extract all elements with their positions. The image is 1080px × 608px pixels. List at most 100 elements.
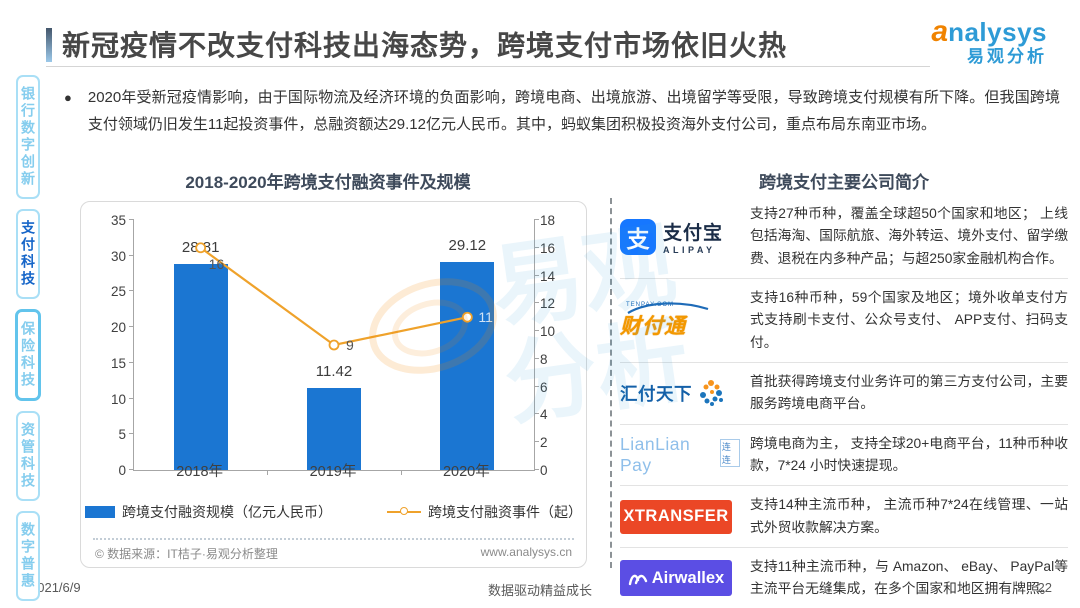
bar-value-label: 11.42 (315, 363, 353, 381)
tenpay-logo-group: TENPAY.COM 财付通 (620, 302, 709, 340)
company-row-tenpay: TENPAY.COM 财付通 支持16种币种，59个国家及地区；境外收单支付方式支持… (620, 279, 1068, 364)
right-axis-tick: 2 (540, 435, 548, 451)
sidebar-item-asset-mgmt-tech[interactable]: 资管科技 (16, 411, 40, 501)
sidebar-item-insurance-tech[interactable]: 保险科技 (15, 309, 41, 401)
analysys-logo-subtext: 易观分析 (967, 46, 1047, 66)
huifu-pinwheel-icon (700, 380, 723, 407)
vertical-dashed-divider (610, 198, 612, 568)
right-axis-tick: 12 (540, 296, 556, 312)
line-value-label: 16 (208, 255, 225, 272)
alipay-logo: 支支付宝 ALIPAY (620, 218, 740, 255)
line-swatch-icon (387, 507, 421, 515)
header-divider (46, 66, 930, 67)
tenpay-name: 财付通 (620, 314, 686, 338)
right-axis-tick-mark (534, 385, 539, 387)
xtransfer-logo-group: XTRANSFER (620, 499, 732, 534)
x-axis-label: 2018年 (176, 464, 224, 480)
right-axis-tick: 18 (540, 213, 556, 228)
analysys-logo-text: nalysys (948, 17, 1047, 47)
company-desc-airwallex: 支持11种主流币种，与 Amazon、 eBay、 PayPal等主流平台无缝集… (750, 559, 1068, 597)
footer-page-number: 22 (1037, 580, 1052, 595)
xtransfer-logo: XTRANSFER (620, 499, 740, 534)
analysys-logo: analysys 易观分析 (931, 16, 1047, 65)
chart-source-text: © 数据来源：IT桔子·易观分析整理 (95, 547, 278, 561)
footer-slogan: 数据驱动精益成长 (487, 583, 592, 598)
company-row-airwallex: Airwallex 支持11种主流币种，与 Amazon、 eBay、 PayPa… (620, 548, 1068, 608)
left-axis-tick-mark (129, 326, 134, 328)
alipay-name: 支付宝 (663, 223, 724, 245)
companies-section: 跨境支付主要公司简介 支支付宝 ALIPAY 支持27种币种，覆盖全球超50个国家和… (620, 166, 1068, 597)
left-axis-tick: 20 (110, 320, 126, 336)
right-axis-tick: 14 (540, 268, 556, 284)
tenpay-swoosh-icon (627, 301, 709, 314)
events-line-series (195, 242, 473, 351)
footer: 2021/6/9 数据驱动精益成长 22 (0, 580, 1080, 600)
alipay-logo-group: 支支付宝 ALIPAY (620, 218, 723, 255)
companies-table: 支支付宝 ALIPAY 支持27种币种，覆盖全球超50个国家和地区； 上线包括海淘、… (620, 195, 1068, 608)
left-axis-tick: 15 (110, 355, 126, 371)
company-desc-tenpay: 支持16种币种，59个国家及地区；境外收单支付方式支持刷卡支付、公众号支付、 A… (750, 290, 1068, 350)
company-row-alipay: 支支付宝 ALIPAY 支持27种币种，覆盖全球超50个国家和地区； 上线包括海淘、… (620, 195, 1068, 280)
right-axis-tick-mark (534, 413, 539, 415)
right-axis-tick: 4 (540, 407, 548, 423)
chart-card: 0510152025303502468101214161828.8111.422… (80, 201, 587, 568)
company-desc-xtransfer: 支持14种主流币种， 主流币种7*24在线管理、一站式外贸收款解决方案。 (750, 497, 1068, 535)
bar-2020年 (440, 262, 495, 470)
bar-value-label: 29.12 (448, 237, 487, 254)
alipay-subname: ALIPAY (663, 245, 716, 256)
chart-source-row: © 数据来源：IT桔子·易观分析整理 www.analysys.cn (95, 545, 572, 562)
right-axis-tick-mark (534, 246, 539, 248)
left-axis-tick-mark (129, 254, 134, 256)
left-axis-tick: 5 (118, 427, 126, 443)
right-axis-tick-mark (534, 357, 539, 359)
sidebar-item-payment-tech[interactable]: 支付科技 (16, 209, 40, 299)
sidebar: 银行数字创新支付科技保险科技资管科技数字普惠 (10, 75, 46, 601)
right-axis-tick-mark (534, 302, 539, 304)
left-axis-tick: 30 (110, 248, 126, 264)
bar-2019年 (307, 388, 361, 470)
right-axis-tick: 16 (540, 240, 556, 256)
x-axis-label: 2020年 (442, 464, 490, 480)
lianlian-logo-group: LianLian Pay 连连 (620, 434, 740, 476)
alipay-text-group: 支付宝 ALIPAY (663, 218, 723, 255)
bullet-icon: ● (64, 90, 72, 105)
chart-section: 2018-2020年跨境支付融资事件及规模 0 5 10 15 20 25 30 35 0 2 4 6… (58, 166, 598, 570)
companies-panel-title: 跨境支付主要公司简介 (759, 173, 929, 192)
main-content: 2018-2020年跨境支付融资事件及规模 0 5 10 15 20 25 30 35 0 2 4 6… (58, 166, 1068, 597)
company-row-lianlian: LianLian Pay 连连 跨境电商为主， 支持全球20+电商平台，11种币种收… (620, 425, 1068, 487)
huifu-logo: 汇付天下 (620, 379, 740, 407)
sidebar-item-bank-digital-innovation[interactable]: 银行数字创新 (16, 75, 40, 199)
left-axis-tick-mark (129, 219, 134, 220)
line-value-label: 11 (478, 309, 493, 326)
lianlian-logo: LianLian Pay 连连 (620, 434, 740, 476)
left-axis-tick-mark (129, 469, 134, 470)
chart-website-text: www.analysys.cn (480, 545, 572, 559)
right-axis-tick: 10 (540, 324, 556, 340)
left-axis-tick-mark (129, 361, 134, 363)
lianlian-name: LianLian Pay (620, 434, 691, 476)
legend-item-line-series: 跨境支付融资事件（起） (387, 502, 582, 522)
company-row-xtransfer: XTRANSFER 支持14种主流币种， 主流币种7*24在线管理、一站式外贸收款… (620, 486, 1068, 549)
company-row-huifu: 汇付天下 首批获得跨境支付业务许可的第三方支付公司，主要服务跨境电商平台。 (620, 363, 1068, 425)
right-axis-tick-mark (534, 219, 539, 220)
chart-plot-area: 0510152025303502468101214161828.8111.422… (111, 213, 555, 478)
left-axis-tick: 25 (110, 284, 126, 300)
huifu-logo-group: 汇付天下 (620, 379, 725, 407)
right-axis-tick: 6 (540, 379, 548, 395)
airwallex-logo-group: Airwallex (620, 560, 732, 597)
right-axis-tick: 0 (540, 463, 548, 478)
header: 新冠疫情不改支付科技出海态势，跨境支付市场依旧火热 analysys 易观分析 (46, 16, 1065, 72)
left-axis-tick: 10 (110, 391, 126, 407)
airwallex-name: Airwallex (651, 568, 725, 587)
right-axis-tick-mark (534, 469, 539, 470)
line-value-label: 9 (346, 337, 354, 353)
right-axis-tick-mark (534, 274, 539, 276)
airwallex-logo: Airwallex (620, 560, 740, 597)
left-axis-tick: 0 (118, 463, 126, 478)
lianlian-subname: 连连 (719, 439, 740, 468)
chart-title: 2018-2020年跨境支付融资事件及规模 (185, 173, 471, 192)
sidebar-item-digital-inclusion[interactable]: 数字普惠 (16, 511, 40, 601)
page-title: 新冠疫情不改支付科技出海态势，跨境支付市场依旧火热 (62, 30, 788, 61)
left-axis-tick-mark (129, 433, 134, 435)
